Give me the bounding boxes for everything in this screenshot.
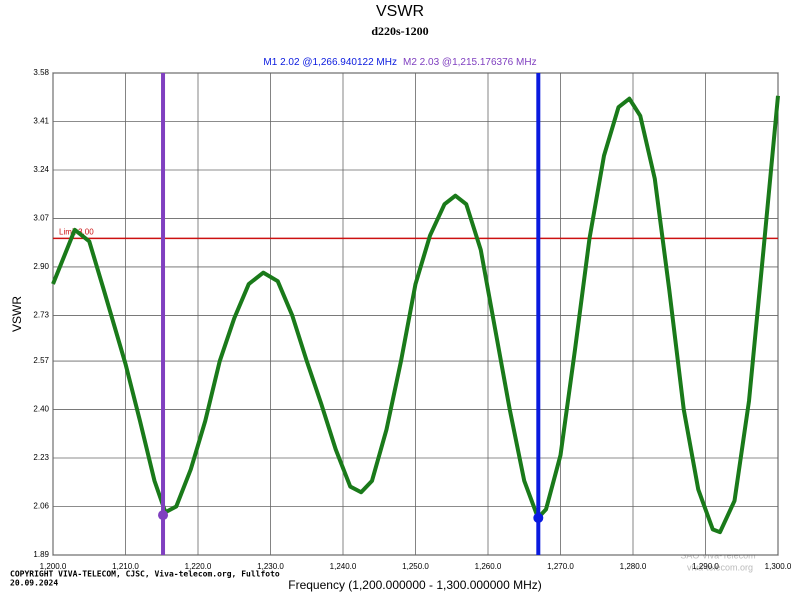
- x-axis-label: Frequency (1,200.000000 - 1,300.000000 M…: [288, 578, 542, 592]
- x-tick-label: 1,240.0: [330, 562, 357, 571]
- x-tick-label: 1,300.0: [765, 562, 792, 571]
- x-tick-label: 1,220.0: [185, 562, 212, 571]
- x-tick-label: 1,260.0: [475, 562, 502, 571]
- x-tick-label: 1,200.0: [40, 562, 67, 571]
- y-tick-label: 2.90: [33, 262, 49, 271]
- chart-title: VSWR: [376, 3, 424, 20]
- y-tick-label: 3.58: [33, 68, 49, 77]
- x-tick-label: 1,250.0: [402, 562, 429, 571]
- y-tick-label: 2.06: [33, 502, 49, 511]
- marker-readout: M1 2.02 @1,266.940122 MHz M2 2.03 @1,215.…: [263, 57, 536, 68]
- y-axis-label: VSWR: [10, 296, 24, 332]
- chart-subtitle: d220s-1200: [371, 24, 428, 38]
- x-tick-label: 1,270.0: [547, 562, 574, 571]
- marker-label: M2 2.03 @1,215.176376 MHz: [403, 57, 537, 68]
- marker-point: [533, 512, 544, 523]
- marker-point: [158, 510, 169, 521]
- y-tick-label: 3.07: [33, 214, 49, 223]
- y-tick-label: 2.57: [33, 356, 49, 365]
- y-tick-label: 2.73: [33, 311, 49, 320]
- y-tick-label: 3.24: [33, 165, 49, 174]
- x-tick-label: 1,210.0: [112, 562, 139, 571]
- date: 20.09.2024: [10, 579, 58, 588]
- x-tick-label: 1,280.0: [620, 562, 647, 571]
- copyright: COPYRIGHT VIVA-TELECOM, CJSC, Viva-telec…: [10, 569, 280, 579]
- y-tick-label: 2.23: [33, 453, 49, 462]
- y-tick-label: 3.41: [33, 117, 49, 126]
- x-tick-label: 1,230.0: [257, 562, 284, 571]
- watermark: viva-telecom.org: [687, 562, 753, 572]
- y-tick-label: 1.89: [33, 550, 49, 559]
- vswr-line: [51, 95, 780, 535]
- y-tick-label: 2.40: [33, 405, 49, 414]
- marker-label: M1 2.02 @1,266.940122 MHz: [263, 57, 397, 68]
- x-tick-label: 1,290.0: [692, 562, 719, 571]
